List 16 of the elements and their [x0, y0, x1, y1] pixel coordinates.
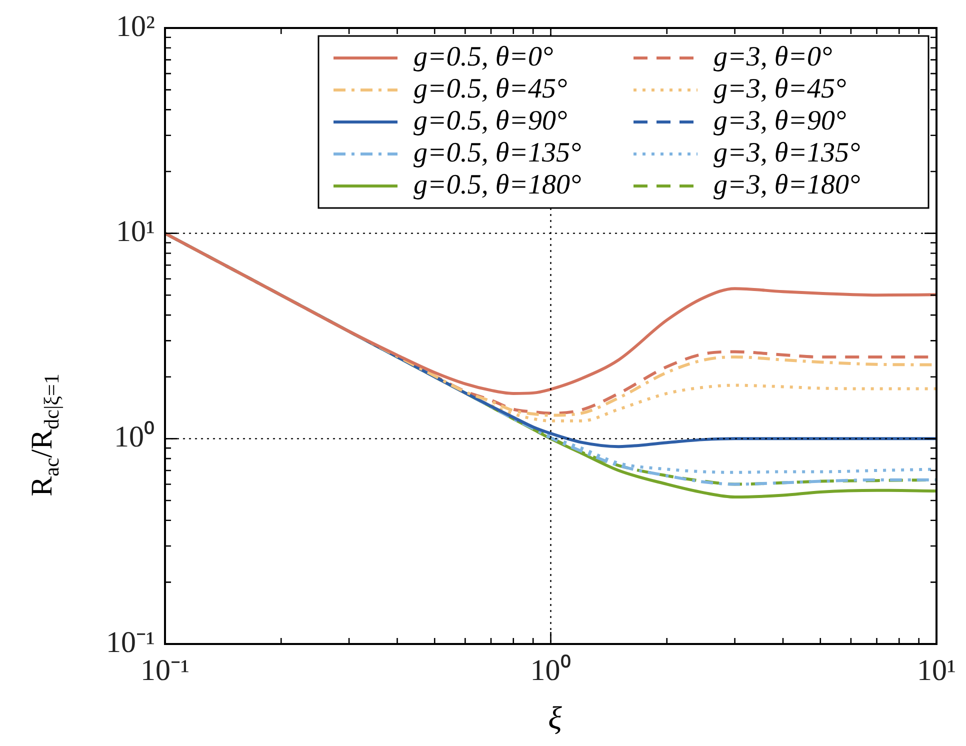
x-tick-label: 10¹: [917, 654, 956, 687]
x-axis-title: ξ: [548, 700, 562, 736]
x-tick-label: 10⁰: [530, 654, 572, 687]
y-tick-label: 10²: [116, 10, 155, 43]
legend-label: g=3, θ=45°: [714, 73, 846, 104]
y-tick-label: 10¹: [116, 215, 155, 248]
legend-label: g=3, θ=90°: [714, 105, 846, 136]
legend-label: g=3, θ=0°: [714, 41, 832, 72]
legend-label: g=3, θ=135°: [714, 137, 860, 168]
legend-label: g=3, θ=180°: [714, 169, 860, 200]
legend-label: g=0.5, θ=180°: [414, 169, 582, 200]
legend-label: g=0.5, θ=0°: [414, 41, 554, 72]
legend-label: g=0.5, θ=135°: [414, 137, 582, 168]
y-tick-label: 10⁰: [114, 420, 155, 454]
legend-label: g=0.5, θ=45°: [414, 73, 568, 104]
legend-label: g=0.5, θ=90°: [414, 105, 568, 136]
